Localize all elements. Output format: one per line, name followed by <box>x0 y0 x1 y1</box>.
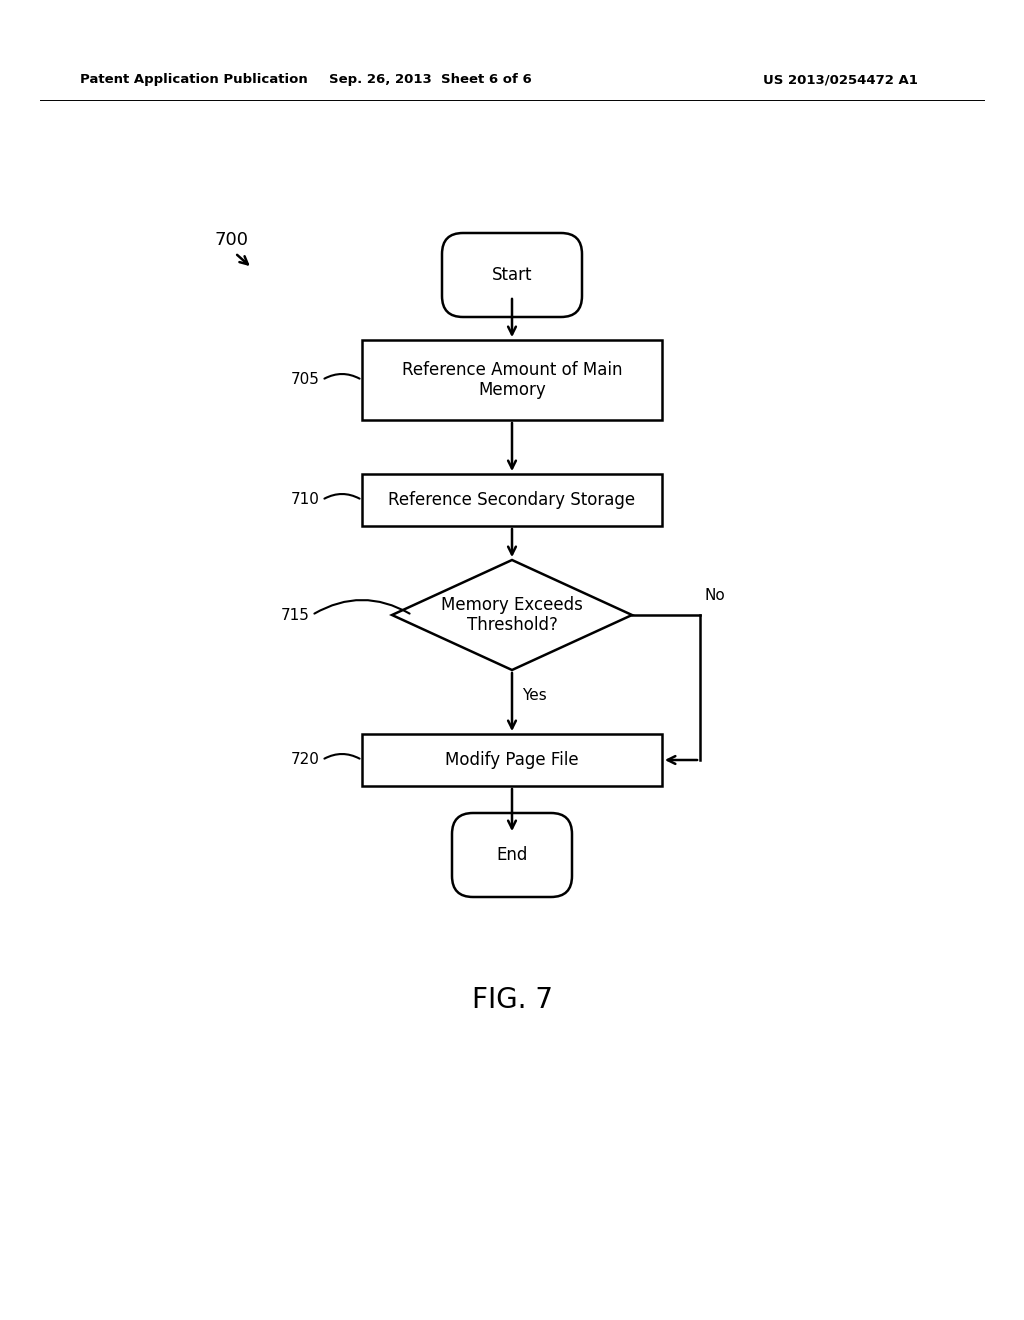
Text: Sep. 26, 2013  Sheet 6 of 6: Sep. 26, 2013 Sheet 6 of 6 <box>329 74 531 87</box>
Text: FIG. 7: FIG. 7 <box>471 986 553 1014</box>
Text: Modify Page File: Modify Page File <box>445 751 579 770</box>
FancyBboxPatch shape <box>452 813 572 898</box>
Text: 710: 710 <box>291 492 319 507</box>
Text: Patent Application Publication: Patent Application Publication <box>80 74 308 87</box>
Text: Reference Amount of Main
Memory: Reference Amount of Main Memory <box>401 360 623 400</box>
Text: Memory Exceeds
Threshold?: Memory Exceeds Threshold? <box>441 595 583 635</box>
Bar <box>362 734 662 785</box>
Text: US 2013/0254472 A1: US 2013/0254472 A1 <box>763 74 918 87</box>
Text: Reference Secondary Storage: Reference Secondary Storage <box>388 491 636 510</box>
Text: Start: Start <box>492 267 532 284</box>
FancyBboxPatch shape <box>442 234 582 317</box>
Text: No: No <box>705 587 726 603</box>
Text: 715: 715 <box>282 607 310 623</box>
Polygon shape <box>392 560 632 671</box>
Text: End: End <box>497 846 527 865</box>
Text: 720: 720 <box>291 752 319 767</box>
Bar <box>362 341 662 420</box>
Text: 705: 705 <box>291 372 319 388</box>
Bar <box>362 474 662 525</box>
Text: 700: 700 <box>215 231 249 249</box>
Text: Yes: Yes <box>522 688 547 702</box>
